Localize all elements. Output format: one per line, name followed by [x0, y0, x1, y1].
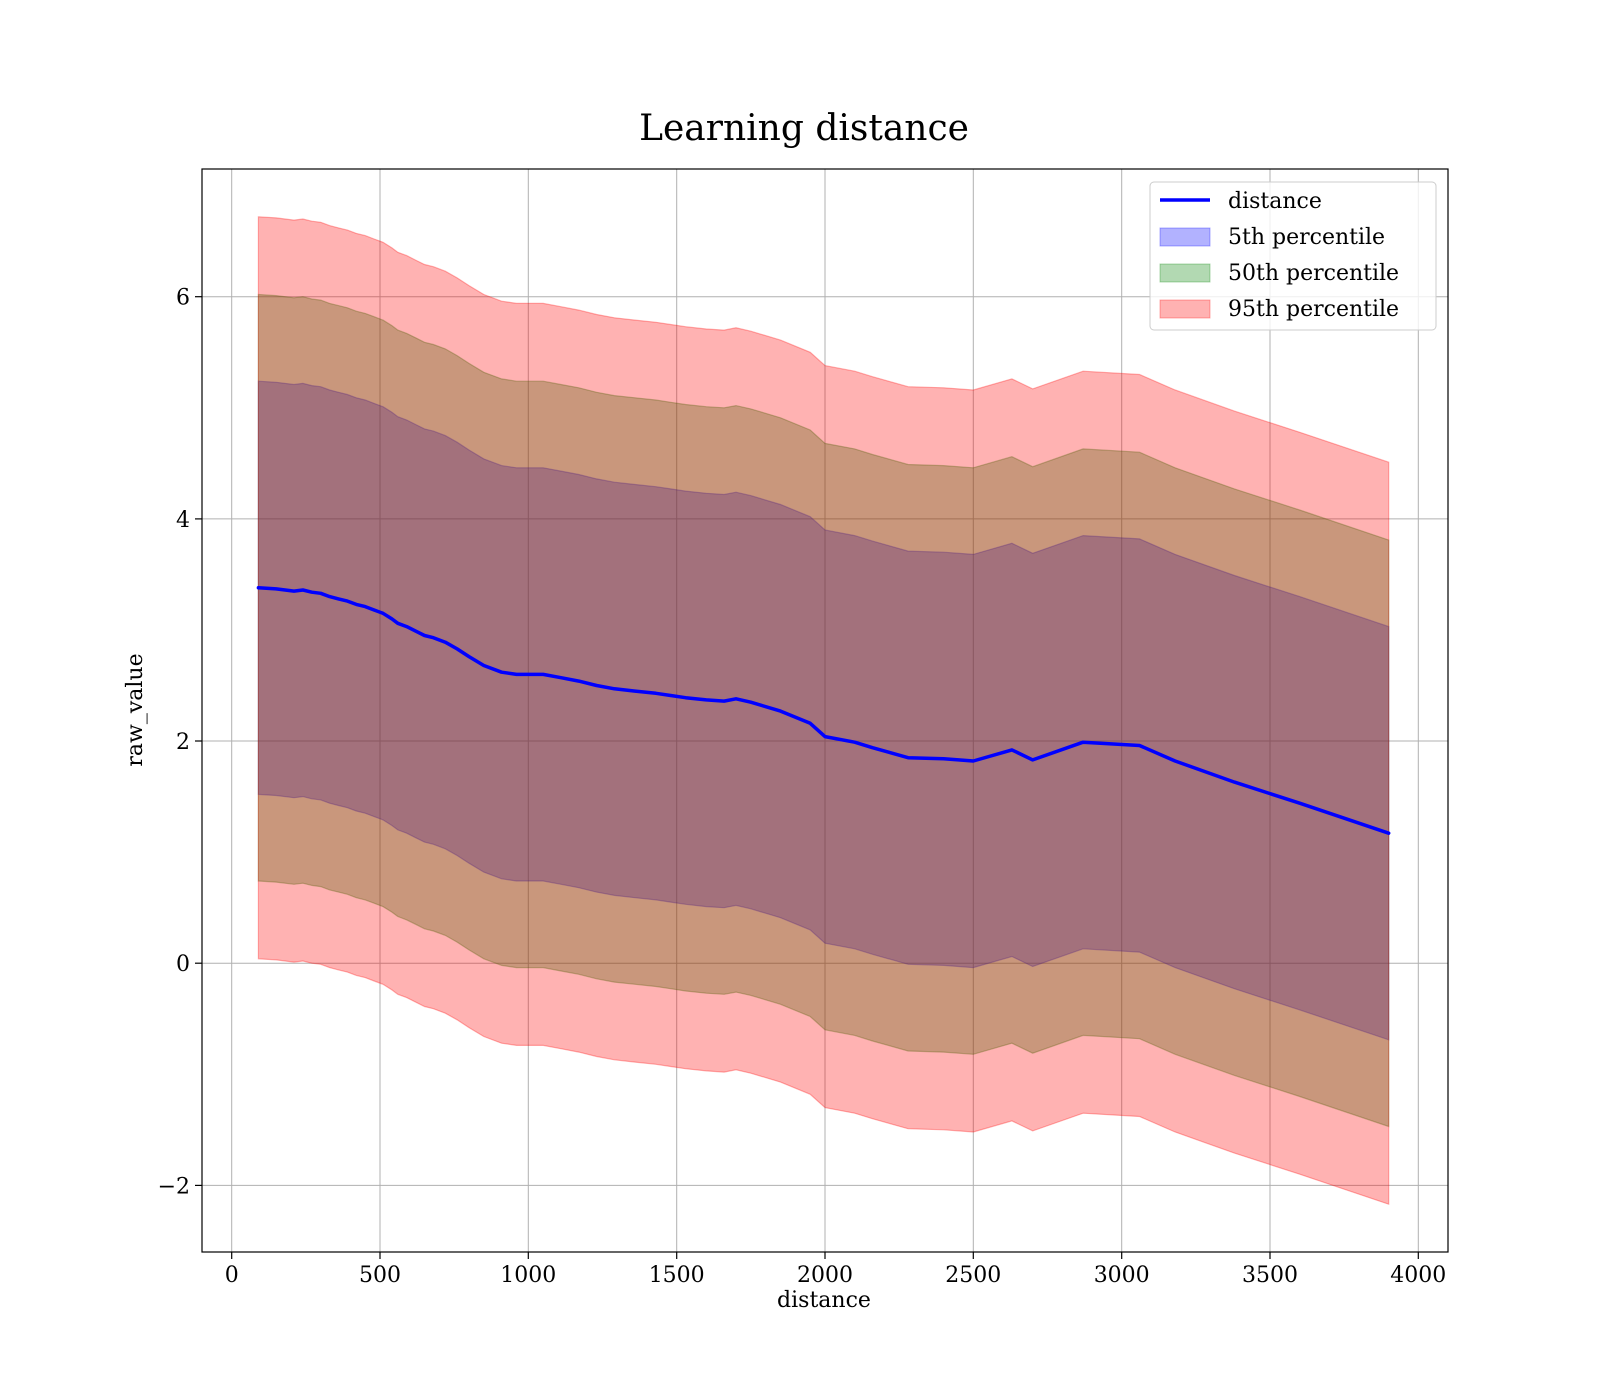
y-axis-label: raw_value	[123, 653, 148, 766]
legend-label-95th: 95th percentile	[1228, 297, 1399, 322]
band-95th-percentile	[257, 216, 1390, 1206]
x-tick-label: 4000	[1390, 1263, 1446, 1288]
x-tick-label: 0	[225, 1263, 239, 1288]
legend-label-distance: distance	[1228, 189, 1322, 214]
x-tick-label: 500	[359, 1263, 401, 1288]
band-50th-percentile	[257, 293, 1390, 1128]
x-tick-label: 2500	[945, 1263, 1001, 1288]
y-tick-label: 0	[176, 952, 190, 977]
legend: distance 5th percentile 50th percentile …	[1149, 181, 1437, 331]
x-axis-label: distance	[777, 1288, 871, 1313]
x-tick-label: 2000	[797, 1263, 853, 1288]
legend-label-50th: 50th percentile	[1228, 261, 1399, 286]
x-tick-label: 1000	[500, 1263, 556, 1288]
y-tick-label: 2	[176, 730, 190, 755]
legend-swatch-95th	[1159, 299, 1211, 319]
x-tick-label: 3000	[1094, 1263, 1150, 1288]
y-tick-label: 4	[176, 508, 190, 533]
x-tick-label: 1500	[649, 1263, 705, 1288]
legend-box	[1149, 181, 1437, 331]
legend-swatch-50th	[1159, 263, 1211, 283]
legend-label-5th: 5th percentile	[1228, 225, 1385, 250]
y-tick-label: −2	[158, 1174, 190, 1199]
x-ticks: 0 500 1000 1500 2000 2500 3000 3500 4000	[225, 1252, 1446, 1288]
band-5th-percentile	[257, 380, 1390, 1041]
y-ticks: −2 0 2 4 6	[158, 286, 202, 1199]
series-line-distance	[256, 586, 1391, 835]
chart-title: Learning distance	[639, 108, 969, 149]
percentile-bands	[257, 216, 1390, 1206]
x-tick-label: 3500	[1242, 1263, 1298, 1288]
legend-swatch-5th	[1159, 227, 1211, 247]
series-lines	[256, 586, 1391, 835]
y-tick-label: 6	[176, 286, 190, 311]
